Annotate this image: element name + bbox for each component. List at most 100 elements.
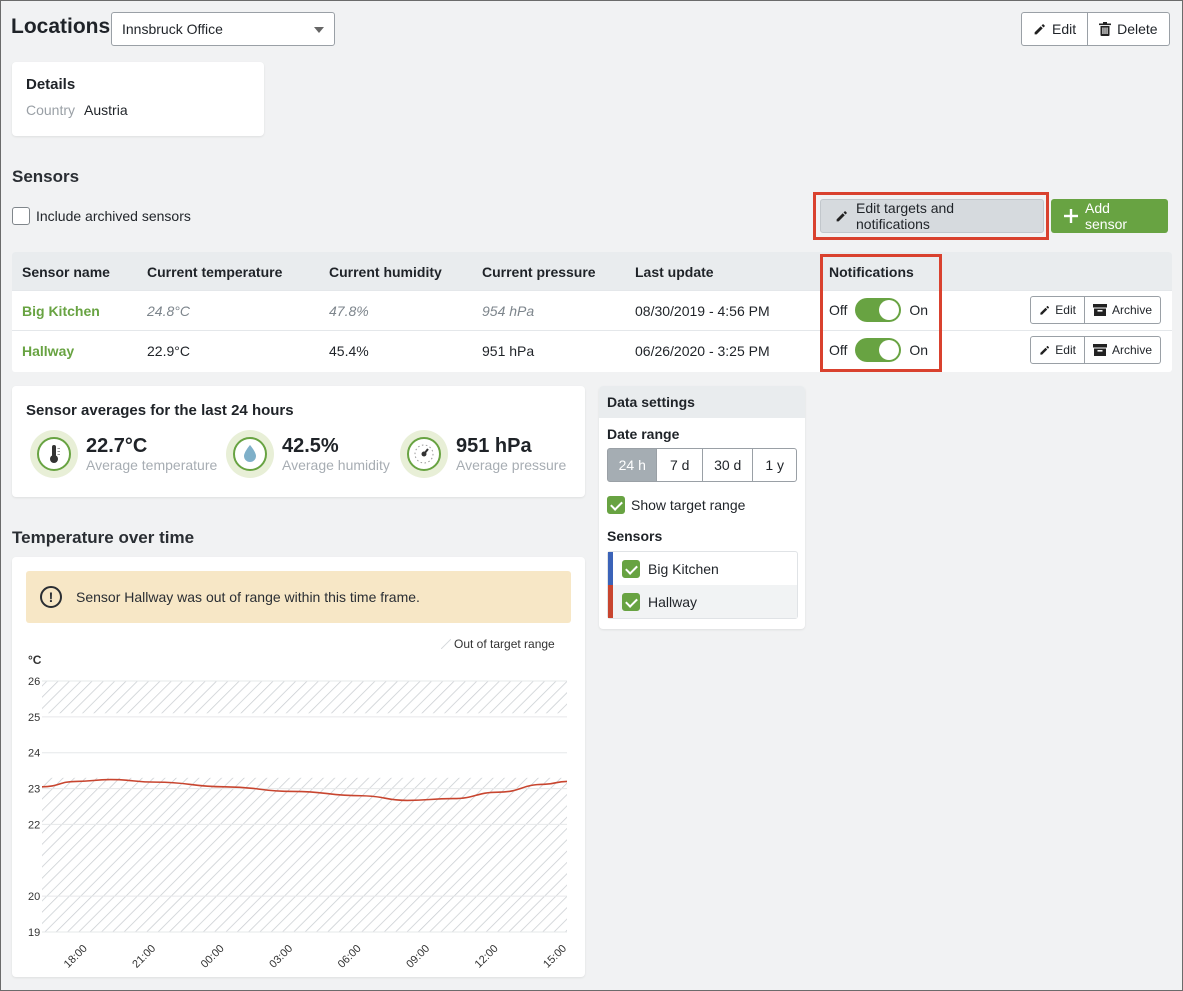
edit-sensor-label: Edit	[1055, 343, 1076, 357]
legend-hatch-swatch	[441, 639, 451, 649]
row-actions: Edit Archive	[1030, 336, 1161, 364]
archive-sensor-label: Archive	[1111, 303, 1152, 317]
x-tick-label: 15:00	[541, 943, 569, 971]
edit-sensor-button[interactable]: Edit	[1030, 296, 1085, 324]
column-header: Current temperature	[147, 264, 283, 280]
add-sensor-label: Add sensor	[1085, 200, 1128, 232]
edit-sensor-button[interactable]: Edit	[1030, 336, 1085, 364]
table-row: Big Kitchen 24.8°C 47.8% 954 hPa 08/30/2…	[12, 290, 1172, 330]
series-color-swatch	[608, 585, 613, 618]
sensor-filter-checkbox[interactable]	[622, 559, 640, 578]
country-label: Country	[26, 102, 76, 118]
temperature-cell: 24.8°C	[147, 303, 190, 319]
alert-icon: !	[40, 586, 62, 608]
out-of-range-alert: ! Sensor Hallway was out of range within…	[26, 571, 571, 623]
average-temperature-value: 22.7°C	[86, 435, 148, 457]
pencil-icon	[835, 210, 848, 223]
include-archived-checkbox[interactable]	[12, 207, 30, 225]
column-header-notifications: Notifications	[829, 264, 914, 280]
location-select-value: Innsbruck Office	[122, 21, 223, 37]
sensor-filter-item[interactable]: Big Kitchen	[608, 552, 797, 585]
sensors-filter-label: Sensors	[607, 528, 663, 544]
x-tick-label: 09:00	[404, 943, 432, 971]
sensor-filter-list: Big Kitchen Hallway	[607, 551, 798, 619]
y-tick-label: 25	[28, 712, 40, 724]
archive-sensor-button[interactable]: Archive	[1084, 336, 1161, 364]
toggle-off-label: Off	[829, 342, 848, 358]
notification-toggle-group: Off On	[829, 338, 928, 362]
sensors-title: Sensors	[12, 167, 80, 186]
y-tick-label: 20	[28, 891, 40, 903]
show-target-label: Show target range	[631, 497, 746, 513]
edit-location-button[interactable]: Edit	[1021, 12, 1089, 46]
sensor-name-link[interactable]: Big Kitchen	[22, 303, 100, 319]
alert-text: Sensor Hallway was out of range within t…	[76, 589, 420, 605]
temperature-cell: 22.9°C	[147, 343, 190, 359]
pencil-icon	[1039, 345, 1050, 356]
location-actions: Edit Delete	[1021, 12, 1170, 46]
series-line-hallway	[41, 778, 568, 802]
details-title: Details	[26, 76, 76, 93]
edit-targets-button[interactable]: Edit targets and notifications	[820, 199, 1044, 233]
country-value: Austria	[84, 102, 128, 118]
y-tick-label: 26	[28, 676, 40, 688]
sensor-filter-label: Big Kitchen	[648, 560, 719, 577]
range-7d[interactable]: 7 d	[656, 448, 703, 482]
humidity-cell: 47.8%	[329, 303, 369, 319]
sensor-filter-item[interactable]: Hallway	[608, 585, 797, 618]
archive-sensor-button[interactable]: Archive	[1084, 296, 1161, 324]
chart-legend: Out of target range	[441, 637, 555, 651]
pressure-cell: 951 hPa	[482, 343, 535, 359]
legend-label: Out of target range	[454, 637, 555, 651]
edit-location-label: Edit	[1052, 21, 1077, 37]
notification-toggle[interactable]	[855, 338, 902, 362]
out-of-range-band	[42, 681, 567, 714]
y-tick-label: 23	[28, 784, 40, 796]
toggle-off-label: Off	[829, 302, 848, 318]
notification-toggle-group: Off On	[829, 298, 928, 322]
date-range-label: Date range	[607, 426, 680, 442]
archive-icon	[1092, 304, 1107, 316]
range-1y[interactable]: 1 y	[752, 448, 797, 482]
data-settings-card: Data settings Date range 24 h 7 d 30 d 1…	[599, 386, 805, 629]
trash-icon	[1099, 22, 1112, 36]
highlight-edit-targets	[813, 192, 1049, 240]
delete-location-button[interactable]: Delete	[1088, 12, 1170, 46]
average-humidity-value: 42.5%	[282, 435, 339, 457]
x-tick-label: 12:00	[473, 943, 501, 971]
x-tick-label: 03:00	[267, 943, 295, 971]
table-header: Sensor name Current temperature Current …	[12, 252, 1172, 290]
average-humidity: 42.5% Average humidity	[226, 430, 390, 478]
location-select[interactable]: Innsbruck Office	[111, 12, 335, 46]
x-tick-label: 06:00	[336, 943, 364, 971]
y-tick-label: 22	[28, 819, 40, 831]
sensor-filter-checkbox[interactable]	[622, 592, 640, 611]
page-title: Locations	[11, 15, 111, 38]
delete-location-label: Delete	[1117, 21, 1158, 37]
notification-toggle[interactable]	[855, 298, 902, 322]
last-update-cell: 06/26/2020 - 3:25 PM	[635, 343, 770, 359]
range-24h[interactable]: 24 h	[607, 448, 658, 482]
y-axis-unit: °C	[28, 653, 42, 667]
add-sensor-button[interactable]: Add sensor	[1051, 199, 1168, 233]
temperature-chart: 19 20 22 23 24 25 26 18:00 21:00 00:00 03:00 06:00…	[28, 637, 569, 971]
averages-card: Sensor averages for the last 24 hours 22…	[12, 386, 585, 497]
include-archived-label: Include archived sensors	[36, 208, 191, 224]
series-color-swatch	[608, 552, 613, 585]
x-tick-label: 18:00	[62, 943, 90, 971]
chart-section-title: Temperature over time	[12, 528, 195, 547]
date-range-selector: 24 h 7 d 30 d 1 y	[607, 448, 797, 482]
data-settings-title: Data settings	[599, 386, 805, 418]
average-pressure-value: 951 hPa	[456, 435, 532, 457]
edit-sensor-label: Edit	[1055, 303, 1076, 317]
y-tick-label: 24	[28, 748, 40, 760]
column-header: Current humidity	[329, 264, 442, 280]
pressure-cell: 954 hPa	[482, 303, 535, 319]
average-temperature: 22.7°C Average temperature	[30, 430, 217, 478]
range-30d[interactable]: 30 d	[701, 448, 754, 482]
chart-card: ! Sensor Hallway was out of range within…	[12, 557, 585, 977]
toggle-on-label: On	[909, 342, 929, 358]
sensor-name-link[interactable]: Hallway	[22, 343, 75, 359]
show-target-checkbox[interactable]	[607, 496, 625, 514]
averages-title: Sensor averages for the last 24 hours	[26, 402, 294, 419]
